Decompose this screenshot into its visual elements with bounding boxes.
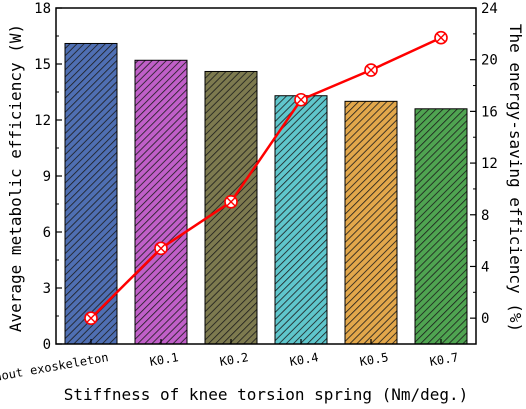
x-axis-ticks: Without exoskeleton K0.1 K0.2 K0.4 K0.5 K0.7: [0, 339, 460, 388]
category-label: K0.1: [149, 350, 180, 369]
line-point-3: [294, 92, 308, 107]
x-axis-title: Stiffness of knee torsion spring (Nm/deg…: [64, 385, 469, 404]
line-point-0: [84, 311, 98, 325]
left-tick-label: 15: [34, 57, 51, 73]
category-label: Without exoskeleton: [0, 350, 110, 388]
left-tick-label: 9: [43, 169, 51, 185]
left-axis-ticks: 0 3 6 9 12 15 18: [34, 1, 62, 353]
right-tick-label: 24: [481, 1, 498, 17]
bar-5: [414, 108, 468, 345]
right-tick-label: 12: [481, 156, 498, 172]
line-point-4: [364, 63, 378, 77]
y2-axis-title: The energy-saving efficiency (%): [506, 24, 525, 332]
category-label: K0.7: [429, 350, 460, 369]
bars-group: [64, 42, 468, 345]
bar-0: [64, 42, 118, 345]
y-axis-title: Average metabolic efficiency (W): [6, 24, 25, 332]
left-tick-label: 6: [43, 225, 51, 241]
line-point-2: [224, 195, 238, 209]
right-axis-ticks: 0 4 8 12 16 20 24: [470, 1, 498, 327]
plot-frame: [55, 7, 477, 345]
line-point-5: [434, 30, 448, 45]
left-tick-label: 12: [34, 113, 51, 129]
energy-saving-line: [90, 36, 442, 320]
bar-3: [274, 95, 328, 345]
energy-saving-line-group: [84, 30, 448, 325]
right-tick-label: 0: [481, 311, 489, 327]
line-point-1: [154, 241, 168, 256]
right-tick-label: 8: [481, 208, 489, 224]
right-tick-label: 4: [481, 259, 489, 275]
category-label: K0.5: [359, 350, 390, 369]
left-tick-label: 0: [43, 337, 51, 353]
right-tick-label: 16: [481, 104, 498, 120]
bar-4: [344, 100, 398, 345]
bar-1: [134, 59, 188, 345]
category-label: K0.4: [289, 350, 320, 369]
left-tick-label: 18: [34, 1, 51, 17]
category-label: K0.2: [219, 350, 250, 369]
left-tick-label: 3: [43, 281, 51, 297]
right-tick-label: 20: [481, 53, 498, 69]
